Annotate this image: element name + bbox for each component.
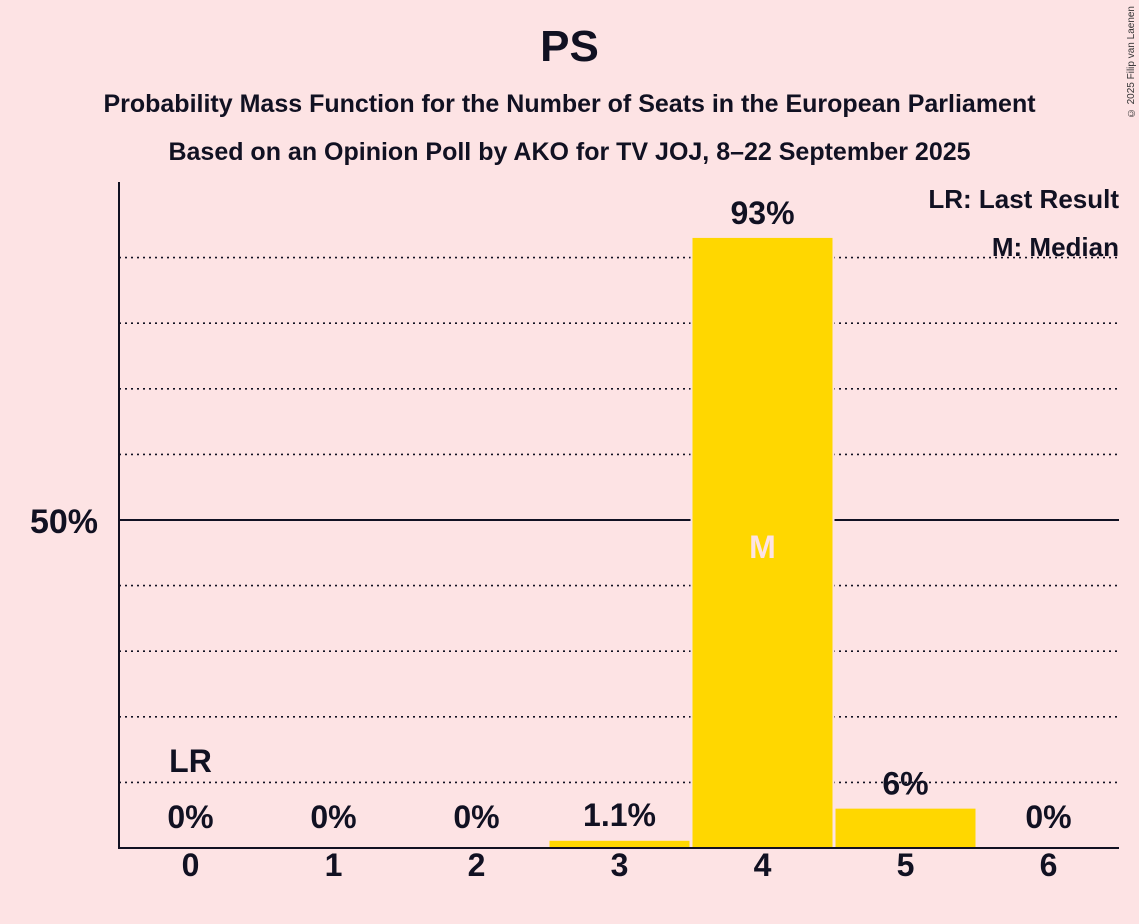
value-label: 0%: [310, 799, 356, 835]
last-result-marker: LR: [169, 743, 212, 779]
x-tick-label: 6: [1040, 847, 1058, 883]
value-label: 0%: [1025, 799, 1071, 835]
x-tick-label: 4: [754, 847, 772, 883]
x-tick-label: 0: [182, 847, 200, 883]
chart-title: PS: [540, 22, 599, 71]
median-marker: M: [749, 529, 776, 565]
bar: [549, 840, 690, 848]
legend-median: M: Median: [991, 232, 1119, 262]
chart-subtitle-poll: Based on an Opinion Poll by AKO for TV J…: [168, 138, 971, 166]
x-tick-label: 2: [468, 847, 486, 883]
x-tick-label: 5: [897, 847, 915, 883]
legend-last-result: LR: Last Result: [928, 184, 1119, 214]
value-label: 0%: [167, 799, 213, 835]
chart-subtitle: Probability Mass Function for the Number…: [103, 90, 1036, 118]
value-label: 6%: [882, 766, 928, 802]
x-tick-label: 3: [611, 847, 629, 883]
value-label: 0%: [453, 799, 499, 835]
bar: [835, 808, 976, 848]
bar: [692, 237, 833, 849]
value-label: 93%: [730, 195, 794, 231]
value-label: 1.1%: [583, 797, 656, 833]
x-tick-label: 1: [325, 847, 343, 883]
y-tick-label: 50%: [30, 503, 98, 541]
